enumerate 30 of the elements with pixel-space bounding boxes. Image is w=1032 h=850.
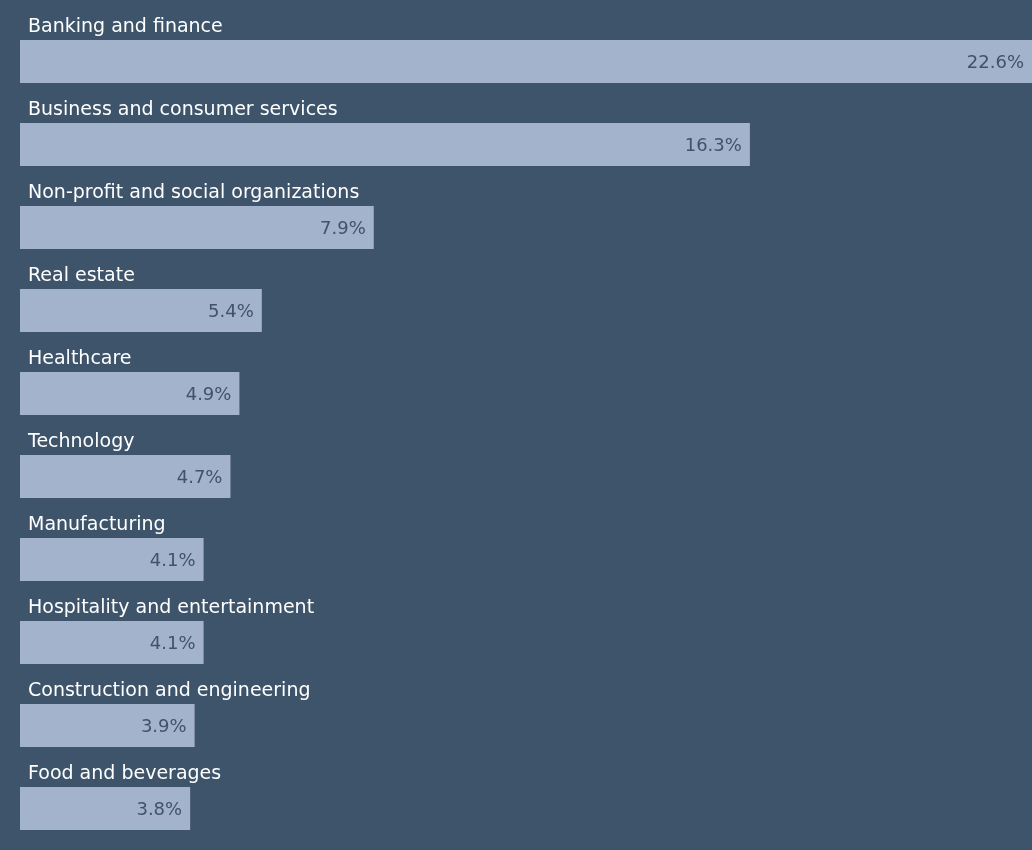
data-label: 16.3% bbox=[684, 134, 742, 155]
data-label: 4.7% bbox=[176, 466, 223, 487]
bar bbox=[20, 372, 240, 415]
y-tick-label: Hospitality and entertainment bbox=[28, 595, 315, 617]
data-label: 4.9% bbox=[185, 383, 232, 404]
bar bbox=[20, 621, 204, 664]
bar bbox=[20, 40, 1032, 83]
bar bbox=[20, 787, 191, 830]
y-tick-label: Banking and finance bbox=[28, 14, 223, 36]
bar bbox=[20, 455, 231, 498]
y-tick-label: Technology bbox=[27, 429, 135, 451]
y-tick-label: Business and consumer services bbox=[28, 97, 338, 119]
data-label: 22.6% bbox=[966, 51, 1024, 72]
y-tick-label: Manufacturing bbox=[28, 512, 166, 534]
bar bbox=[20, 538, 204, 581]
y-tick-label: Construction and engineering bbox=[28, 678, 311, 700]
y-tick-label: Non-profit and social organizations bbox=[28, 180, 360, 202]
bar bbox=[20, 704, 195, 747]
data-label: 5.4% bbox=[208, 300, 254, 321]
y-tick-label: Real estate bbox=[28, 263, 135, 285]
data-label: 3.9% bbox=[140, 715, 187, 736]
bar bbox=[20, 123, 750, 166]
data-label: 4.1% bbox=[149, 549, 196, 570]
data-label: 3.8% bbox=[136, 798, 183, 819]
data-label: 4.1% bbox=[149, 632, 196, 653]
bar bbox=[20, 206, 374, 249]
data-label: 7.9% bbox=[320, 217, 366, 238]
y-tick-label: Food and beverages bbox=[28, 761, 222, 783]
bar bbox=[20, 289, 262, 332]
y-tick-label: Healthcare bbox=[28, 346, 132, 368]
